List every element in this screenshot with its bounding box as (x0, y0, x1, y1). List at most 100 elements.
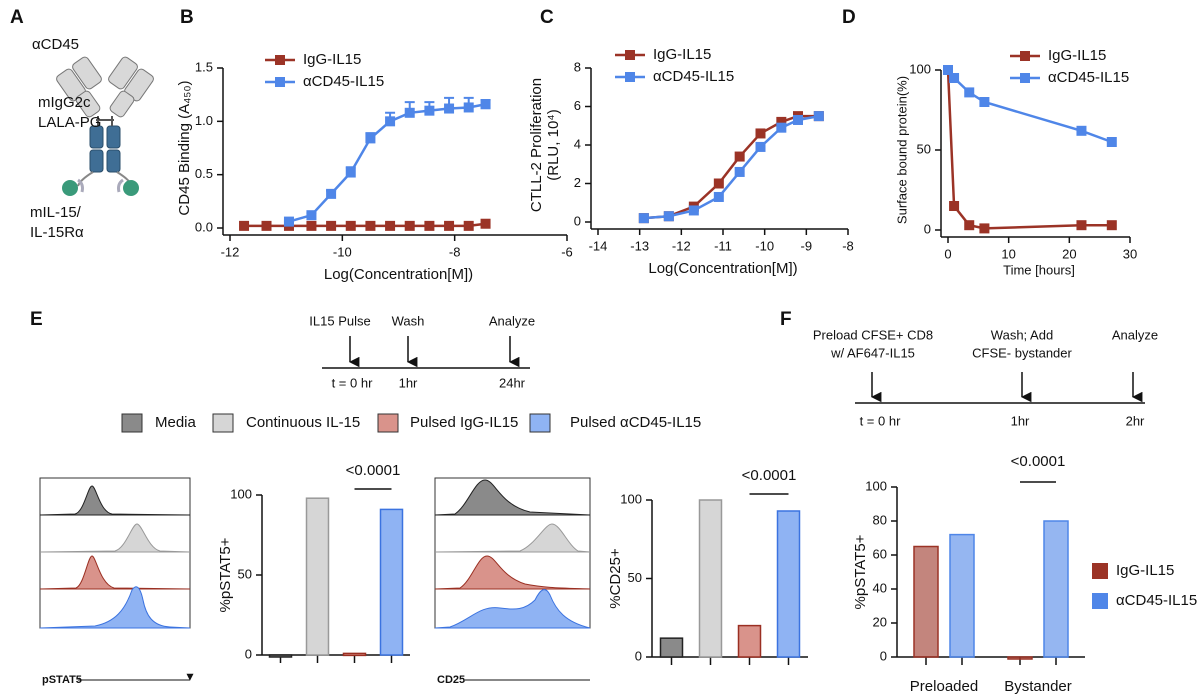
legend-marker (625, 72, 635, 82)
x-tick-label: -11 (714, 238, 732, 253)
bar (379, 508, 404, 656)
legend-swatch (377, 413, 399, 433)
antibody-diagram (56, 56, 154, 196)
point (239, 220, 250, 231)
significance-label: <0.0001 (1011, 453, 1066, 470)
y-tick-label: 0 (880, 648, 887, 663)
y-tick-label: 40 (873, 580, 887, 595)
bar (913, 545, 939, 658)
bar (342, 652, 367, 657)
point (734, 151, 745, 162)
point (663, 211, 674, 222)
bar (949, 533, 975, 658)
legend-swatch (529, 413, 551, 433)
x-tick-label: 10 (1001, 246, 1015, 261)
y-tick-label: 1.5 (195, 59, 213, 74)
point (979, 223, 990, 234)
x-tick-label: -12 (221, 244, 240, 259)
timeline-event: w/ AF647-IL15 (830, 345, 915, 360)
timeline-time: 2hr (1126, 413, 1145, 428)
point (326, 188, 337, 199)
legend-swatch (212, 413, 234, 433)
point (949, 73, 960, 83)
y-tick-label: 60 (873, 546, 887, 561)
point (365, 133, 376, 144)
timeline-event: Analyze (489, 313, 535, 328)
point (688, 205, 699, 216)
y-tick-label: 1.0 (195, 113, 213, 128)
legend-marker (275, 77, 285, 87)
panel-label: F (780, 309, 792, 330)
point (1106, 220, 1117, 231)
point (713, 178, 724, 189)
diagram-label: mIL-15/ (30, 204, 82, 221)
point (964, 220, 975, 231)
point (943, 65, 953, 75)
diagram-label: LALA-PG (38, 114, 101, 131)
x-tick-label: Preloaded (910, 678, 978, 695)
histogram-label: pSTAT5 (42, 674, 82, 686)
bar (268, 654, 293, 658)
y-tick-label: 2 (574, 175, 581, 190)
legend-label: Pulsed IgG-IL15 (410, 414, 518, 431)
legend-marker (1020, 73, 1030, 83)
point (444, 220, 455, 231)
x-tick-label: -10 (333, 244, 352, 259)
legend: Media Continuous IL-15 Pulsed IgG-IL15 Puls… (121, 413, 701, 433)
x-tick-label: -9 (801, 238, 813, 253)
y-axis-label: %pSTAT5+ (217, 537, 234, 612)
legend-label: αCD45-IL15 (1048, 69, 1129, 86)
x-tick-label: Bystander (1004, 678, 1072, 695)
x-tick-label: -14 (589, 238, 608, 253)
y-axis-label: %CD25+ (607, 548, 624, 609)
x-axis-label: Log(Concentration[M]) (648, 260, 797, 277)
point (385, 116, 396, 127)
panel-label: D (842, 7, 856, 28)
timeline-time: 1hr (1011, 413, 1030, 428)
point (964, 87, 975, 98)
legend-label: Media (155, 414, 197, 431)
timeline-event: Wash (392, 313, 425, 328)
point (444, 103, 455, 114)
point (463, 102, 474, 113)
legend-label: Pulsed αCD45-IL15 (570, 414, 701, 431)
timeline-time: t = 0 hr (332, 375, 373, 390)
bar (1007, 656, 1033, 660)
y-axis-label: (RLU, 10⁴) (545, 109, 562, 180)
legend-swatch (1092, 593, 1108, 609)
y-tick-label: 20 (873, 614, 887, 629)
point (638, 213, 649, 224)
bar (776, 510, 801, 658)
y-tick-label: 0 (924, 221, 931, 236)
panel-label: A (10, 7, 24, 28)
y-tick-label: 0.0 (195, 219, 213, 234)
bar (698, 499, 723, 658)
y-tick-label: 50 (917, 141, 931, 156)
legend-label: αCD45-IL15 (303, 73, 384, 90)
y-axis-label: CD45 Binding (A₄₅₀) (176, 80, 193, 215)
histograms (39, 477, 591, 681)
chart: 0 50 100 %pSTAT5+ <0.0001 (217, 462, 410, 663)
legend-label: αCD45-IL15 (1116, 592, 1197, 609)
timeline-event: Analyze (1112, 327, 1158, 342)
x-tick-label: -12 (672, 238, 691, 253)
significance-label: <0.0001 (346, 462, 401, 479)
diagram-label: αCD45 (32, 36, 79, 53)
timeline-event: Wash; Add (991, 327, 1053, 342)
legend-marker (625, 50, 635, 60)
point (713, 191, 724, 202)
point (1076, 220, 1087, 231)
legend-label: IgG-IL15 (303, 51, 361, 68)
x-tick-label: 30 (1123, 246, 1137, 261)
point (345, 167, 356, 178)
y-tick-label: 100 (230, 486, 252, 501)
y-tick-label: 0 (635, 648, 642, 663)
series-line (946, 69, 1112, 230)
point (755, 141, 766, 152)
y-tick-label: 8 (574, 59, 581, 74)
point (793, 114, 803, 125)
legend-label: Continuous IL-15 (246, 414, 360, 431)
